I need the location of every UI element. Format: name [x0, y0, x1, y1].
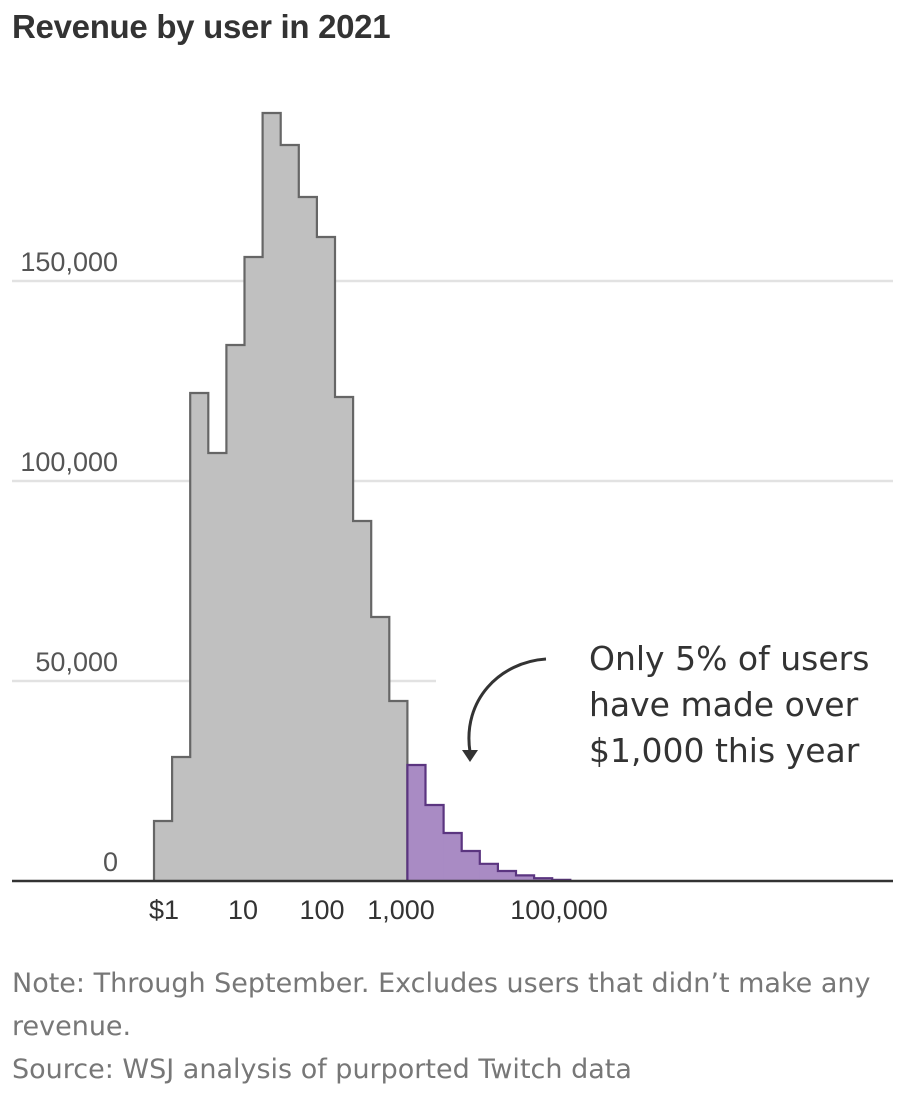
bar-purple	[497, 871, 517, 881]
note-line-2: revenue.	[12, 1011, 132, 1042]
y-axis-labels: 0 50,000 100,000 150,000	[20, 247, 118, 877]
bar-gray	[172, 757, 191, 881]
bar-gray	[208, 453, 227, 881]
bar-gray	[316, 237, 336, 881]
bar-gray	[371, 617, 390, 881]
bar-gray	[389, 701, 408, 881]
y-tick-label: 0	[103, 847, 118, 877]
bar-gray	[244, 257, 263, 881]
x-tick-label: 100	[299, 895, 344, 925]
annotation-line-2: have made over	[589, 685, 859, 724]
annotation-arrow-curve	[467, 657, 547, 753]
x-tick-label: 100,000	[510, 895, 608, 925]
chart-note: Note: Through September. Excludes users …	[12, 962, 917, 1091]
x-tick-label: $1	[149, 895, 179, 925]
y-tick-label: 100,000	[20, 447, 118, 477]
x-tick-label: 10	[228, 895, 258, 925]
bar-purple	[443, 833, 463, 881]
bar-purple	[516, 875, 535, 881]
bar-purple	[479, 863, 499, 881]
gridlines	[12, 279, 893, 683]
y-tick-label: 50,000	[35, 647, 118, 677]
y-tick-label: 150,000	[20, 247, 118, 277]
bar-gray	[262, 113, 282, 881]
bars	[152, 111, 572, 881]
chart-title: Revenue by user in 2021	[12, 8, 391, 45]
bar-gray	[298, 197, 318, 881]
annotation: Only 5% of users have made over $1,000 t…	[462, 639, 869, 770]
purple-bars-outline	[406, 763, 572, 881]
histogram-chart: 0 50,000 100,000 150,000 $1 10 100 1,000 100,00…	[12, 111, 893, 925]
annotation-line-3: $1,000 this year	[589, 731, 860, 770]
bar-gray	[190, 393, 209, 881]
bar-purple	[534, 878, 553, 881]
bar-purple	[461, 851, 481, 881]
bar-gray	[335, 397, 354, 881]
annotation-arrow-head	[462, 750, 478, 762]
bar-purple	[425, 805, 444, 881]
gray-bars-outline	[152, 111, 409, 881]
source-line: Source: WSJ analysis of purported Twitch…	[12, 1054, 632, 1085]
annotation-line-1: Only 5% of users	[589, 639, 869, 678]
bar-gray	[154, 821, 173, 881]
bar-gray	[226, 345, 245, 881]
note-line-1: Note: Through September. Excludes users …	[12, 968, 871, 999]
bar-purple	[407, 765, 426, 881]
bar-gray	[280, 145, 300, 881]
x-axis-labels: $1 10 100 1,000 100,000	[149, 895, 608, 925]
bar-gray	[353, 521, 372, 881]
x-tick-label: 1,000	[367, 895, 435, 925]
